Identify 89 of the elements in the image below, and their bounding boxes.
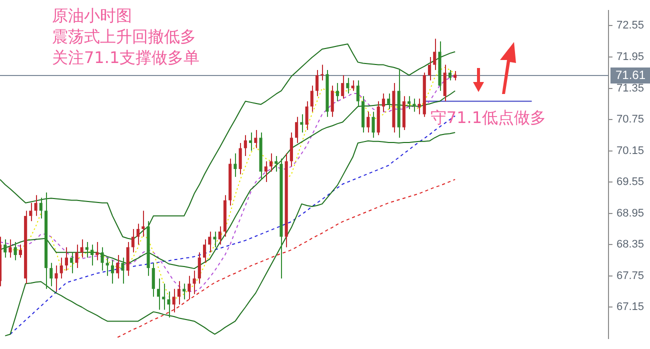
candlestick (218, 226, 222, 246)
y-tick-label: 69.55 (616, 176, 644, 188)
ref-line-label: 71.61 (615, 68, 646, 82)
candlestick (131, 228, 134, 253)
candlestick (412, 98, 416, 112)
candlestick (39, 197, 42, 220)
annotation: 原油小时图 (52, 6, 132, 26)
candlestick (300, 114, 304, 134)
candlestick (182, 283, 186, 300)
candlestick (50, 262, 53, 287)
candlestick (320, 64, 324, 81)
candlestick (172, 288, 176, 313)
candlestick (269, 152, 273, 172)
candlestick (14, 241, 17, 261)
candlestick (310, 85, 314, 112)
candlestick (156, 278, 160, 310)
candlestick (85, 241, 88, 258)
candlestick (295, 116, 298, 144)
candlestick (315, 70, 319, 97)
candlestick (408, 96, 411, 110)
y-tick-label: 71.95 (616, 51, 644, 64)
candlestick (305, 100, 308, 130)
y-tick-label: 67.15 (616, 301, 644, 314)
candlestick (448, 70, 452, 81)
candlestick (100, 246, 104, 272)
y-tick-label: 68.35 (616, 238, 644, 251)
candlestick (213, 231, 216, 248)
candlestick (54, 264, 58, 292)
y-tick-label: 68.95 (616, 207, 644, 220)
candlestick (90, 244, 94, 266)
candlestick (29, 202, 32, 222)
candlestick (454, 70, 457, 81)
candlestick (177, 280, 180, 306)
candlestick (254, 129, 258, 149)
candlestick (346, 77, 350, 94)
candlestick (356, 80, 360, 107)
y-tick-label: 72.55 (616, 20, 644, 32)
candlestick (418, 98, 421, 115)
candlestick (341, 74, 344, 100)
annotation: 关注71.1支撑做多单 (52, 48, 200, 68)
candlestick (4, 238, 7, 258)
candlestick (75, 244, 78, 269)
candlestick (126, 241, 130, 276)
candlestick (116, 254, 120, 279)
candlestick (330, 85, 334, 118)
candlestick (234, 152, 237, 178)
candlestick (372, 111, 375, 138)
candlestick (198, 252, 201, 284)
candlestick (34, 194, 38, 216)
candlestick (167, 290, 170, 318)
candlestick (244, 134, 247, 156)
candlestick (64, 246, 68, 272)
candlestick (387, 92, 390, 110)
y-tick-label: 70.15 (616, 144, 644, 157)
candlestick (443, 64, 446, 102)
candlestick (110, 260, 114, 284)
candlestick (192, 270, 196, 295)
candlestick (382, 92, 386, 112)
y-tick-label: 67.75 (616, 270, 644, 282)
candlestick (80, 238, 84, 258)
candlestick (208, 231, 212, 253)
candlestick (202, 238, 206, 264)
candlestick (290, 132, 293, 167)
candlestick (70, 252, 74, 274)
candlestick (351, 80, 354, 92)
candlestick (336, 82, 340, 102)
candlestick (121, 257, 124, 284)
candlestick (162, 283, 166, 310)
line-series (117, 178, 456, 338)
candlestick (188, 275, 191, 300)
candlestick (106, 257, 109, 276)
candlestick (18, 244, 22, 258)
candlestick (152, 262, 155, 298)
candlestick (366, 111, 370, 134)
candlestick (136, 223, 140, 246)
candlestick (428, 56, 432, 81)
candlestick (96, 241, 99, 261)
candlestick (60, 257, 63, 279)
candlestick (264, 160, 268, 183)
y-tick-label: 71.35 (616, 82, 644, 94)
candlestick (433, 38, 436, 71)
candlestick (274, 156, 278, 172)
candlestick (249, 132, 252, 152)
candlestick (8, 238, 12, 258)
y-tick-label: 70.75 (616, 114, 644, 126)
annotation: 守71.1低点做多 (430, 108, 546, 128)
candlestick (238, 142, 242, 175)
candlestick (142, 210, 145, 238)
annotation: 震荡式上升回撤低多 (52, 27, 196, 47)
